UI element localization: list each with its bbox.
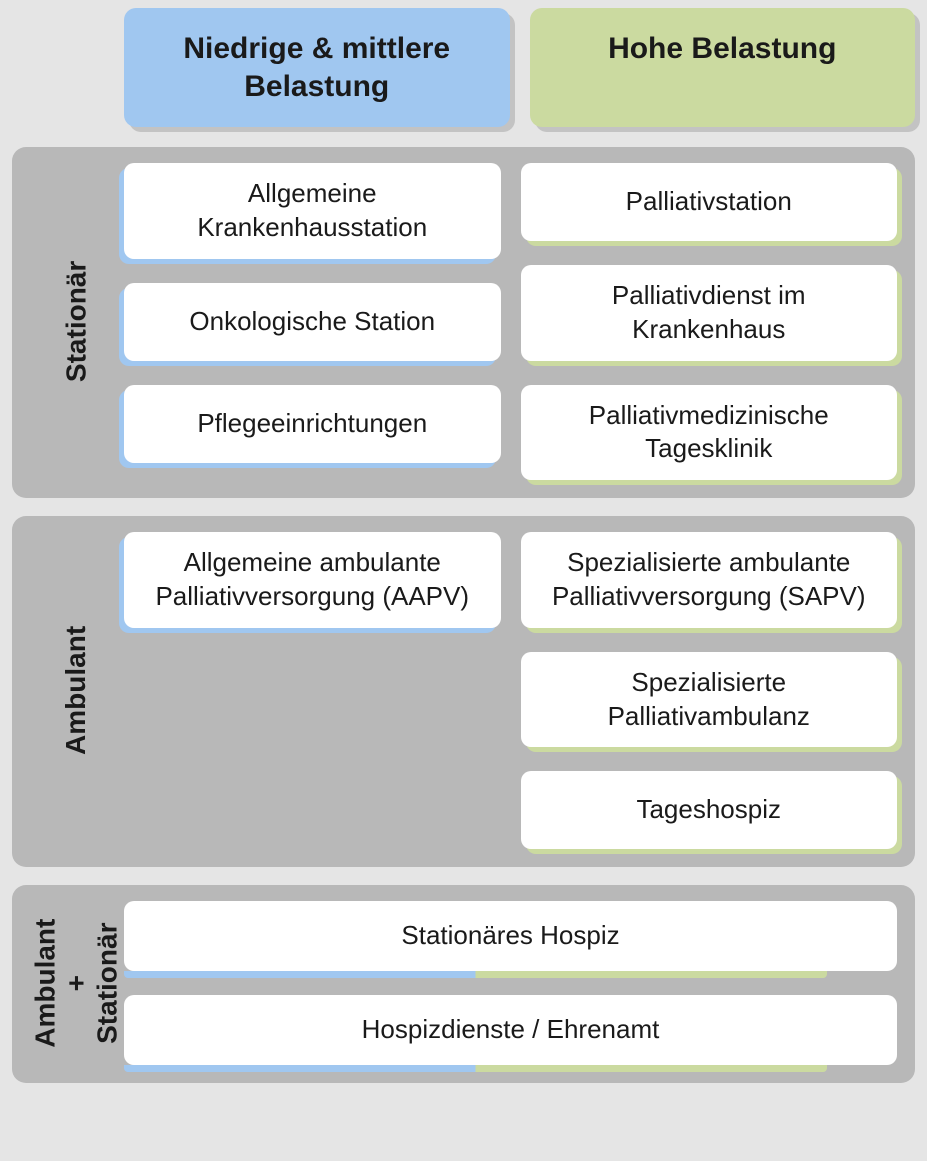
card-item: Spezialisierte ambulante Palliativversor… [521,532,898,628]
card-item: Spezialisierte Palliativambulanz [521,652,898,748]
section-ambulant-stationaer: Ambulant + Stationär Stationäres Hospiz … [12,885,915,1083]
col-high: Palliativstation Palliativdienst im Kran… [521,163,898,480]
section-label-wrap: Ambulant [30,532,124,849]
section-ambulant: Ambulant Allgemeine ambulante Palliativv… [12,516,915,867]
section-label-ambulant: Ambulant [62,626,93,755]
col-high: Spezialisierte ambulante Palliativversor… [521,532,898,849]
section-body: Allgemeine Krankenhausstation Onkologisc… [124,163,897,480]
section-stationaer: Stationär Allgemeine Krankenhausstation … [12,147,915,498]
section-label-stationaer: Stationär [62,261,93,382]
card-item: Palliativdienst im Krankenhaus [521,265,898,361]
card-wide-item: Hospizdienste / Ehrenamt [124,995,897,1065]
card-item: Palliativmedizinische Tagesklinik [521,385,898,481]
diagram-canvas: Niedrige & mittlere Belastung Hohe Belas… [0,0,927,1121]
header-low-mid: Niedrige & mittlere Belastung [124,8,510,127]
card-item: Tageshospiz [521,771,898,849]
col-low-mid: Allgemeine ambulante Palliativversorgung… [124,532,501,849]
card-item: Allgemeine ambulante Palliativversorgung… [124,532,501,628]
section-label-ambulant-stationaer: Ambulant + Stationär [31,919,123,1048]
section-label-wrap: Stationär [30,163,124,480]
card-item: Palliativstation [521,163,898,241]
col-low-mid: Allgemeine Krankenhausstation Onkologisc… [124,163,501,480]
card-item: Pflegeeinrichtungen [124,385,501,463]
card-item: Onkologische Station [124,283,501,361]
card-wide-item: Stationäres Hospiz [124,901,897,971]
section-body: Allgemeine ambulante Palliativversorgung… [124,532,897,849]
card-item: Allgemeine Krankenhausstation [124,163,501,259]
header-high: Hohe Belastung [530,8,916,127]
col-wide: Stationäres Hospiz Hospizdienste / Ehren… [124,901,897,1065]
section-label-wrap: Ambulant + Stationär [30,901,124,1065]
header-row: Niedrige & mittlere Belastung Hohe Belas… [124,8,915,127]
